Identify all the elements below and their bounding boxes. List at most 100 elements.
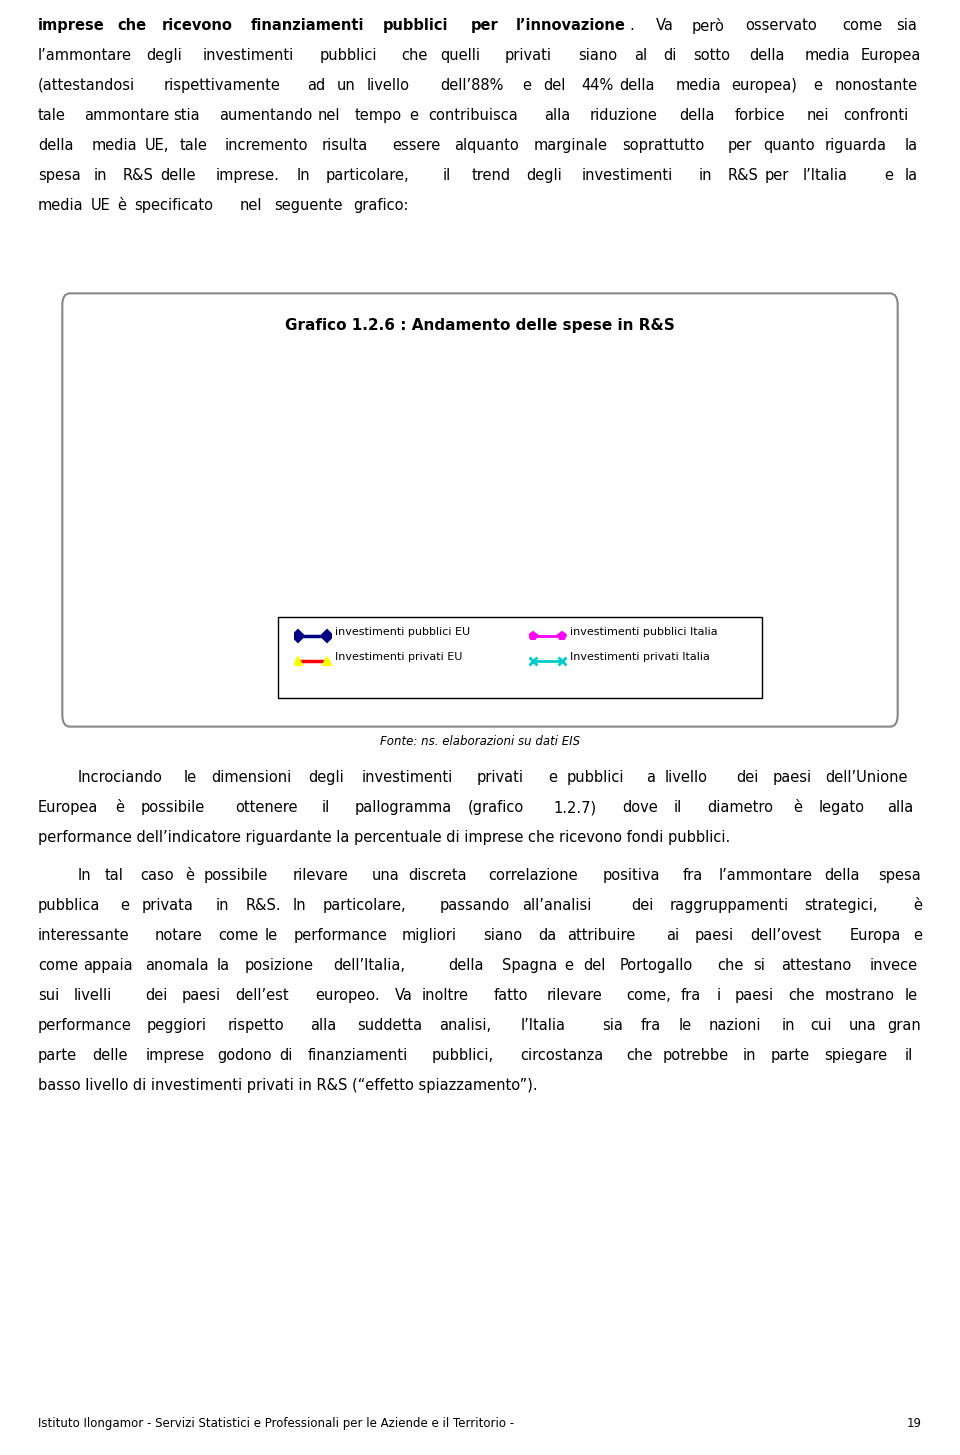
Text: siano: siano <box>578 48 617 63</box>
Text: l’innovazione: l’innovazione <box>516 17 625 33</box>
Text: e: e <box>913 928 923 943</box>
Text: (attestandosi: (attestandosi <box>38 79 135 93</box>
Text: l’Italia: l’Italia <box>520 1018 565 1033</box>
Text: della: della <box>680 108 715 124</box>
Text: performance: performance <box>294 928 388 943</box>
Text: stia: stia <box>174 108 200 124</box>
Text: la: la <box>217 957 230 973</box>
Text: R&S: R&S <box>122 167 154 183</box>
Text: e: e <box>548 770 557 786</box>
Text: appaia: appaia <box>83 957 132 973</box>
Text: dell’88%: dell’88% <box>440 79 503 93</box>
Text: raggruppamenti: raggruppamenti <box>670 898 789 912</box>
Text: Investimenti privati Italia: Investimenti privati Italia <box>570 652 709 662</box>
Text: incremento: incremento <box>225 138 308 153</box>
Text: dimensioni: dimensioni <box>211 770 291 786</box>
Text: come: come <box>843 17 882 33</box>
Text: suddetta: suddetta <box>357 1018 422 1033</box>
Text: legato: legato <box>818 800 864 815</box>
Text: il: il <box>674 800 682 815</box>
Text: le: le <box>183 770 197 786</box>
Text: anomala: anomala <box>146 957 209 973</box>
Text: riduzione: riduzione <box>590 108 658 124</box>
Text: l’Italia: l’Italia <box>803 167 848 183</box>
Text: mostrano: mostrano <box>825 988 895 1002</box>
Text: dove: dove <box>622 800 659 815</box>
Text: che: che <box>401 48 428 63</box>
Text: dell’ovest: dell’ovest <box>751 928 822 943</box>
Text: pubblici: pubblici <box>566 770 624 786</box>
Text: nazioni: nazioni <box>708 1018 760 1033</box>
Text: risulta: risulta <box>322 138 368 153</box>
Text: alla: alla <box>887 800 913 815</box>
Text: pubblica: pubblica <box>38 898 101 912</box>
Text: i: i <box>716 988 720 1002</box>
Text: cui: cui <box>810 1018 832 1033</box>
Text: è: è <box>115 800 125 815</box>
Text: nei: nei <box>806 108 828 124</box>
Text: alla: alla <box>544 108 570 124</box>
Text: è: è <box>117 198 126 212</box>
Text: Portogallo: Portogallo <box>619 957 693 973</box>
Text: una: una <box>849 1018 876 1033</box>
Text: Investimenti privati EU: Investimenti privati EU <box>335 652 463 662</box>
Text: quelli: quelli <box>440 48 480 63</box>
Text: .: . <box>629 17 634 33</box>
Text: UE: UE <box>90 198 110 212</box>
Text: livello: livello <box>367 79 410 93</box>
Text: parte: parte <box>771 1048 809 1064</box>
Text: Va: Va <box>657 17 674 33</box>
Text: basso livello di investimenti privati in R&S (“effetto spiazzamento”).: basso livello di investimenti privati in… <box>38 1078 538 1093</box>
Text: ad: ad <box>307 79 325 93</box>
Text: pallogramma: pallogramma <box>355 800 452 815</box>
Text: dell’est: dell’est <box>235 988 289 1002</box>
Text: migliori: migliori <box>401 928 457 943</box>
Text: della: della <box>620 79 656 93</box>
Text: fra: fra <box>683 869 703 883</box>
Text: una: una <box>372 869 400 883</box>
Text: notare: notare <box>155 928 203 943</box>
Text: In: In <box>293 898 306 912</box>
Text: finanziamenti: finanziamenti <box>307 1048 408 1064</box>
Text: positiva: positiva <box>603 869 660 883</box>
Text: trend: trend <box>471 167 511 183</box>
Text: dell’Unione: dell’Unione <box>826 770 908 786</box>
Text: imprese: imprese <box>38 17 105 33</box>
Text: UE,: UE, <box>144 138 169 153</box>
Text: R&S.: R&S. <box>245 898 280 912</box>
Text: sui: sui <box>38 988 60 1002</box>
Text: paesi: paesi <box>735 988 774 1002</box>
Text: caso: caso <box>140 869 174 883</box>
Text: specificato: specificato <box>134 198 213 212</box>
Text: che: che <box>788 988 815 1002</box>
Text: l’ammontare: l’ammontare <box>38 48 132 63</box>
Text: confronti: confronti <box>843 108 908 124</box>
Text: tempo: tempo <box>354 108 401 124</box>
Text: In: In <box>77 869 91 883</box>
Text: dei: dei <box>631 898 654 912</box>
Text: spesa: spesa <box>38 167 81 183</box>
Text: performance: performance <box>38 1018 132 1033</box>
Text: delle: delle <box>92 1048 128 1064</box>
Text: del: del <box>543 79 565 93</box>
Text: europeo.: europeo. <box>315 988 379 1002</box>
Text: quanto: quanto <box>763 138 815 153</box>
Text: al: al <box>634 48 647 63</box>
Text: la: la <box>904 138 918 153</box>
Text: possibile: possibile <box>140 800 204 815</box>
Text: strategici,: strategici, <box>804 898 878 912</box>
Text: della: della <box>749 48 784 63</box>
Text: e: e <box>814 79 823 93</box>
Text: rilevare: rilevare <box>547 988 603 1002</box>
Text: privati: privati <box>505 48 552 63</box>
Text: livello: livello <box>665 770 708 786</box>
Text: le: le <box>265 928 278 943</box>
Text: degli: degli <box>308 770 344 786</box>
Text: forbice: forbice <box>734 108 784 124</box>
Text: da: da <box>539 928 557 943</box>
Text: e: e <box>884 167 893 183</box>
Text: Europea: Europea <box>38 800 98 815</box>
Text: il: il <box>443 167 450 183</box>
Text: potrebbe: potrebbe <box>662 1048 729 1064</box>
Text: attestano: attestano <box>780 957 851 973</box>
